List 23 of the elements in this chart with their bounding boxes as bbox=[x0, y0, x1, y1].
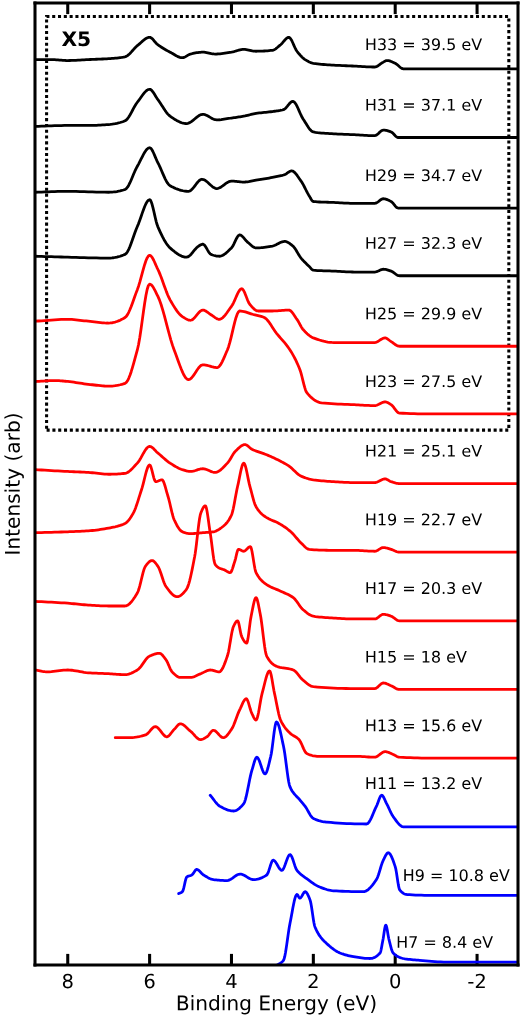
y-axis-title: Intensity (arb) bbox=[4, 414, 24, 554]
series-label: H25 = 29.9 eV bbox=[366, 307, 483, 320]
series-label: H7 = 8.4 eV bbox=[397, 935, 493, 949]
x-tick-label: 2 bbox=[308, 973, 318, 989]
series-label: H11 = 13.2 eV bbox=[366, 777, 483, 790]
series-label: H23 = 27.5 eV bbox=[366, 375, 483, 388]
series-label: H29 = 34.7 eV bbox=[366, 169, 483, 182]
series-label: H21 = 25.1 eV bbox=[366, 444, 483, 457]
series-label: H13 = 15.6 eV bbox=[366, 719, 483, 732]
x-axis-title: Binding Energy (eV) bbox=[177, 994, 376, 1015]
series-label: H9 = 10.8 eV bbox=[404, 869, 510, 882]
annotation: X5 bbox=[61, 31, 90, 47]
series-label: H31 = 37.1 eV bbox=[366, 98, 483, 111]
series-label: H17 = 20.3 eV bbox=[366, 582, 483, 595]
x-tick-label: 8 bbox=[62, 973, 73, 989]
x-tick-label: 0 bbox=[390, 973, 401, 989]
x-tick-label: -2 bbox=[468, 973, 485, 989]
series-label: H33 = 39.5 eV bbox=[366, 38, 483, 51]
series-label: H15 = 18 eV bbox=[366, 650, 467, 663]
series-label: H19 = 22.7 eV bbox=[366, 513, 483, 526]
x-tick-label: 6 bbox=[144, 973, 155, 989]
series-label: H27 = 32.3 eV bbox=[366, 236, 483, 250]
x-tick-label: 4 bbox=[226, 973, 237, 989]
